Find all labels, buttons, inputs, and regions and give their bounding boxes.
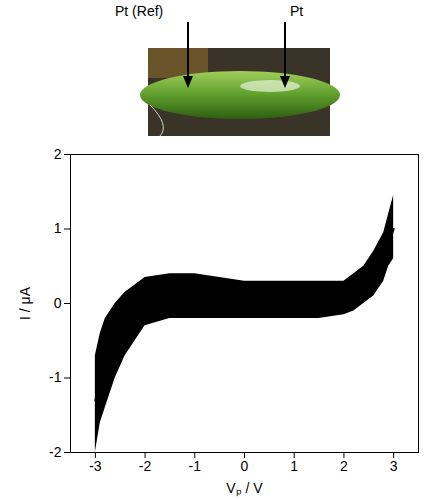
svg-text:Vₚ / V: Vₚ / V <box>226 480 263 497</box>
svg-text:1: 1 <box>290 458 298 474</box>
svg-text:-2: -2 <box>49 444 62 460</box>
svg-text:I / μA: I / μA <box>17 286 33 320</box>
svg-text:0: 0 <box>241 458 249 474</box>
svg-text:-1: -1 <box>49 369 62 385</box>
svg-text:1: 1 <box>54 220 62 236</box>
svg-text:Pt: Pt <box>290 3 303 19</box>
svg-text:-2: -2 <box>139 458 152 474</box>
svg-text:-3: -3 <box>89 458 102 474</box>
svg-text:2: 2 <box>54 146 62 162</box>
svg-text:2: 2 <box>340 458 348 474</box>
svg-text:0: 0 <box>54 295 62 311</box>
svg-text:3: 3 <box>390 458 398 474</box>
svg-text:-1: -1 <box>189 458 202 474</box>
svg-text:Pt (Ref): Pt (Ref) <box>115 3 163 19</box>
